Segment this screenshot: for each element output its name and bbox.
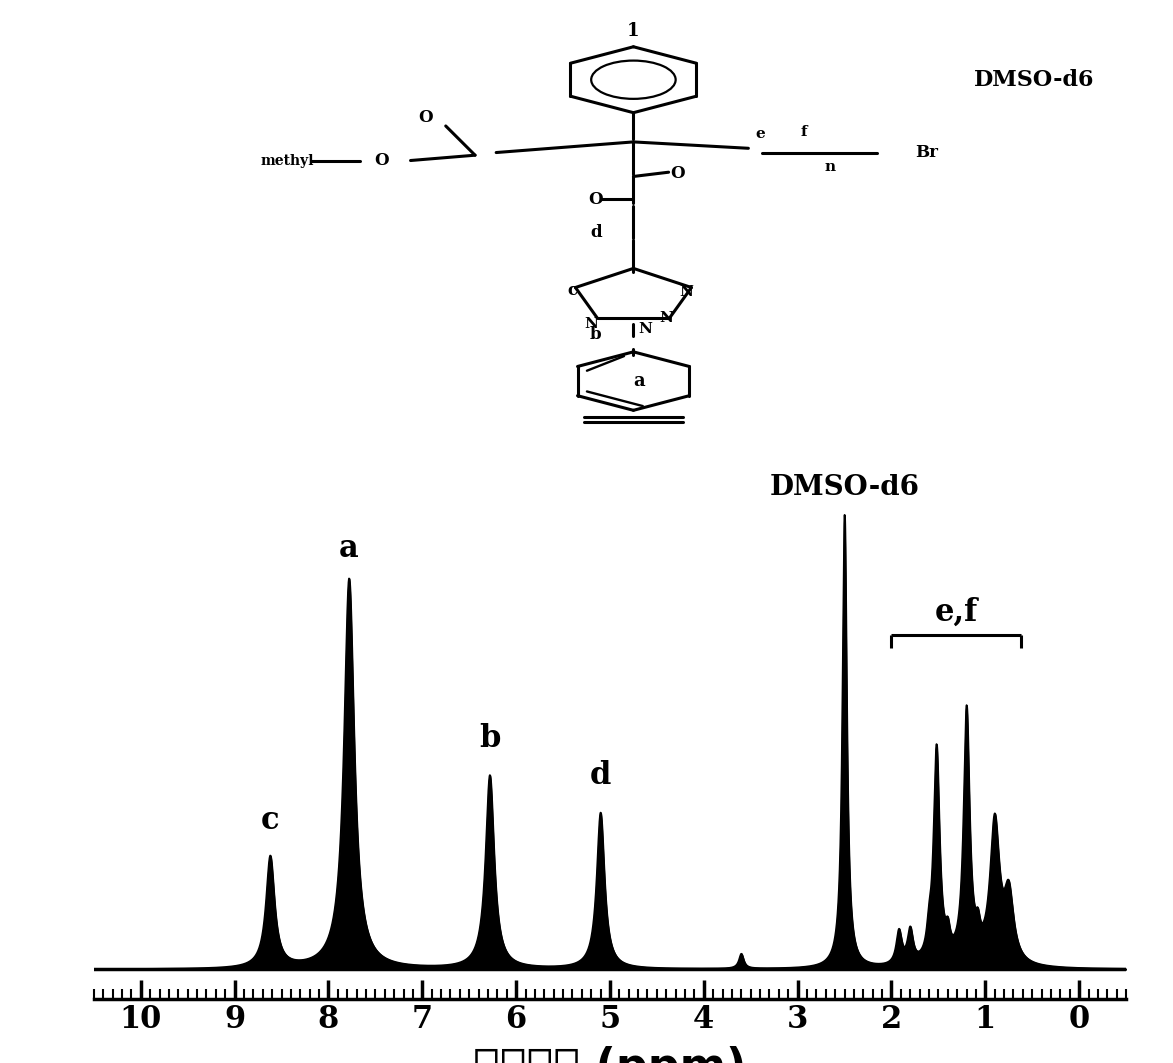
Text: d: d (590, 224, 602, 240)
Text: c: c (260, 805, 279, 836)
Text: N: N (584, 317, 598, 331)
Text: 1: 1 (628, 22, 639, 39)
Text: DMSO-d6: DMSO-d6 (769, 474, 920, 501)
Text: N: N (679, 285, 693, 299)
Text: a: a (339, 534, 359, 564)
Text: DMSO-d6: DMSO-d6 (974, 69, 1094, 90)
Text: d: d (590, 760, 611, 791)
Text: e,f: e,f (935, 596, 978, 627)
Text: N: N (638, 322, 652, 336)
Text: f: f (800, 125, 807, 139)
Text: b: b (479, 723, 501, 754)
Text: n: n (825, 161, 836, 174)
Text: c: c (568, 283, 577, 299)
Text: O: O (589, 191, 603, 207)
X-axis label: 化学位移 (ppm): 化学位移 (ppm) (473, 1046, 747, 1063)
Text: a: a (633, 372, 645, 390)
Text: e: e (755, 126, 765, 141)
Text: b: b (590, 326, 602, 342)
Text: O: O (374, 152, 388, 169)
Text: O: O (419, 109, 433, 126)
Text: O: O (671, 166, 685, 182)
Text: methyl: methyl (260, 153, 314, 168)
Text: N: N (659, 311, 673, 325)
Text: Br: Br (915, 145, 938, 161)
